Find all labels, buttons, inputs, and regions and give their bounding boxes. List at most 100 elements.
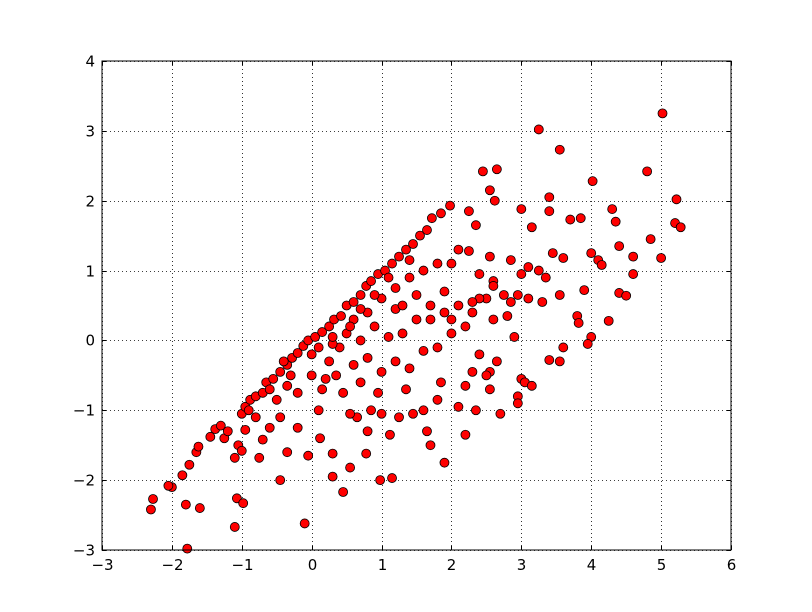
data-point (408, 239, 418, 249)
data-point (565, 214, 576, 225)
y-tick-label: −1 (73, 402, 95, 420)
data-point (327, 471, 338, 482)
data-point (338, 487, 349, 497)
data-point (422, 225, 432, 235)
data-point (243, 405, 254, 416)
data-point (418, 346, 429, 356)
data-point (415, 230, 425, 241)
data-point (537, 297, 548, 307)
data-point (366, 405, 376, 416)
data-point (505, 297, 516, 307)
data-point (657, 108, 668, 119)
data-point (484, 251, 495, 262)
data-point (540, 272, 551, 283)
data-point (299, 518, 310, 529)
x-tick-label: 5 (657, 556, 667, 574)
data-point (418, 405, 429, 416)
data-point (390, 356, 401, 367)
data-point (264, 422, 275, 433)
y-tick-label: 4 (85, 53, 95, 71)
data-point (177, 470, 188, 481)
data-point (418, 265, 429, 276)
data-point (387, 258, 397, 269)
data-point (453, 244, 464, 255)
data-point (526, 222, 537, 233)
data-point (484, 185, 495, 196)
data-point (491, 356, 502, 367)
data-point (397, 328, 408, 339)
data-point (467, 297, 478, 307)
data-point (146, 504, 156, 515)
data-point (163, 480, 174, 491)
data-point (460, 321, 471, 332)
data-point (498, 290, 509, 300)
data-point (355, 335, 366, 346)
data-point (558, 342, 569, 353)
plot-frame (101, 60, 732, 551)
data-point (516, 269, 527, 279)
data-point (387, 473, 397, 483)
data-point (512, 290, 523, 300)
data-point (471, 220, 481, 231)
data-point (446, 258, 457, 269)
data-point (596, 260, 607, 270)
data-point (383, 332, 394, 342)
data-point (587, 176, 598, 187)
data-point (303, 450, 314, 461)
data-point (432, 258, 443, 269)
data-point (533, 124, 544, 135)
data-point (446, 314, 457, 325)
data-point (509, 332, 520, 342)
data-point (484, 384, 495, 395)
data-point (523, 262, 534, 272)
data-point (464, 246, 474, 256)
data-point (376, 366, 387, 377)
y-tick-label: 0 (85, 332, 95, 350)
data-point (401, 244, 411, 255)
x-tick-label: −3 (91, 556, 113, 574)
data-point (464, 206, 474, 217)
data-point (320, 373, 331, 384)
x-tick-label: −1 (231, 556, 253, 574)
data-point (481, 370, 492, 381)
data-point (282, 380, 293, 391)
data-point (408, 408, 418, 419)
data-point (573, 318, 584, 328)
data-point (544, 192, 555, 203)
data-point (642, 166, 653, 177)
data-point (355, 304, 366, 314)
data-point (579, 285, 590, 296)
data-point (292, 387, 303, 398)
data-point (488, 281, 499, 291)
data-point (502, 311, 513, 321)
data-point (474, 349, 485, 360)
data-point (671, 194, 682, 205)
data-point (327, 448, 338, 459)
data-point (193, 441, 204, 452)
data-point (467, 366, 478, 377)
data-point (547, 248, 558, 259)
data-point (516, 204, 527, 214)
data-point (523, 293, 534, 304)
data-point (180, 499, 191, 510)
data-point (425, 440, 436, 451)
data-point (369, 321, 380, 332)
data-point (331, 370, 342, 381)
data-point (505, 255, 516, 265)
data-point (348, 297, 359, 307)
data-point (656, 253, 667, 263)
x-tick-label: −2 (161, 556, 183, 574)
data-point (313, 342, 324, 353)
data-point (432, 342, 443, 353)
data-point (327, 332, 338, 342)
data-point (278, 356, 289, 367)
data-point (275, 412, 286, 423)
data-point (362, 352, 373, 363)
data-point (385, 429, 395, 440)
data-point (324, 356, 335, 367)
data-point (460, 429, 471, 440)
data-point (194, 503, 205, 513)
data-point (375, 475, 386, 486)
data-point (282, 447, 293, 458)
